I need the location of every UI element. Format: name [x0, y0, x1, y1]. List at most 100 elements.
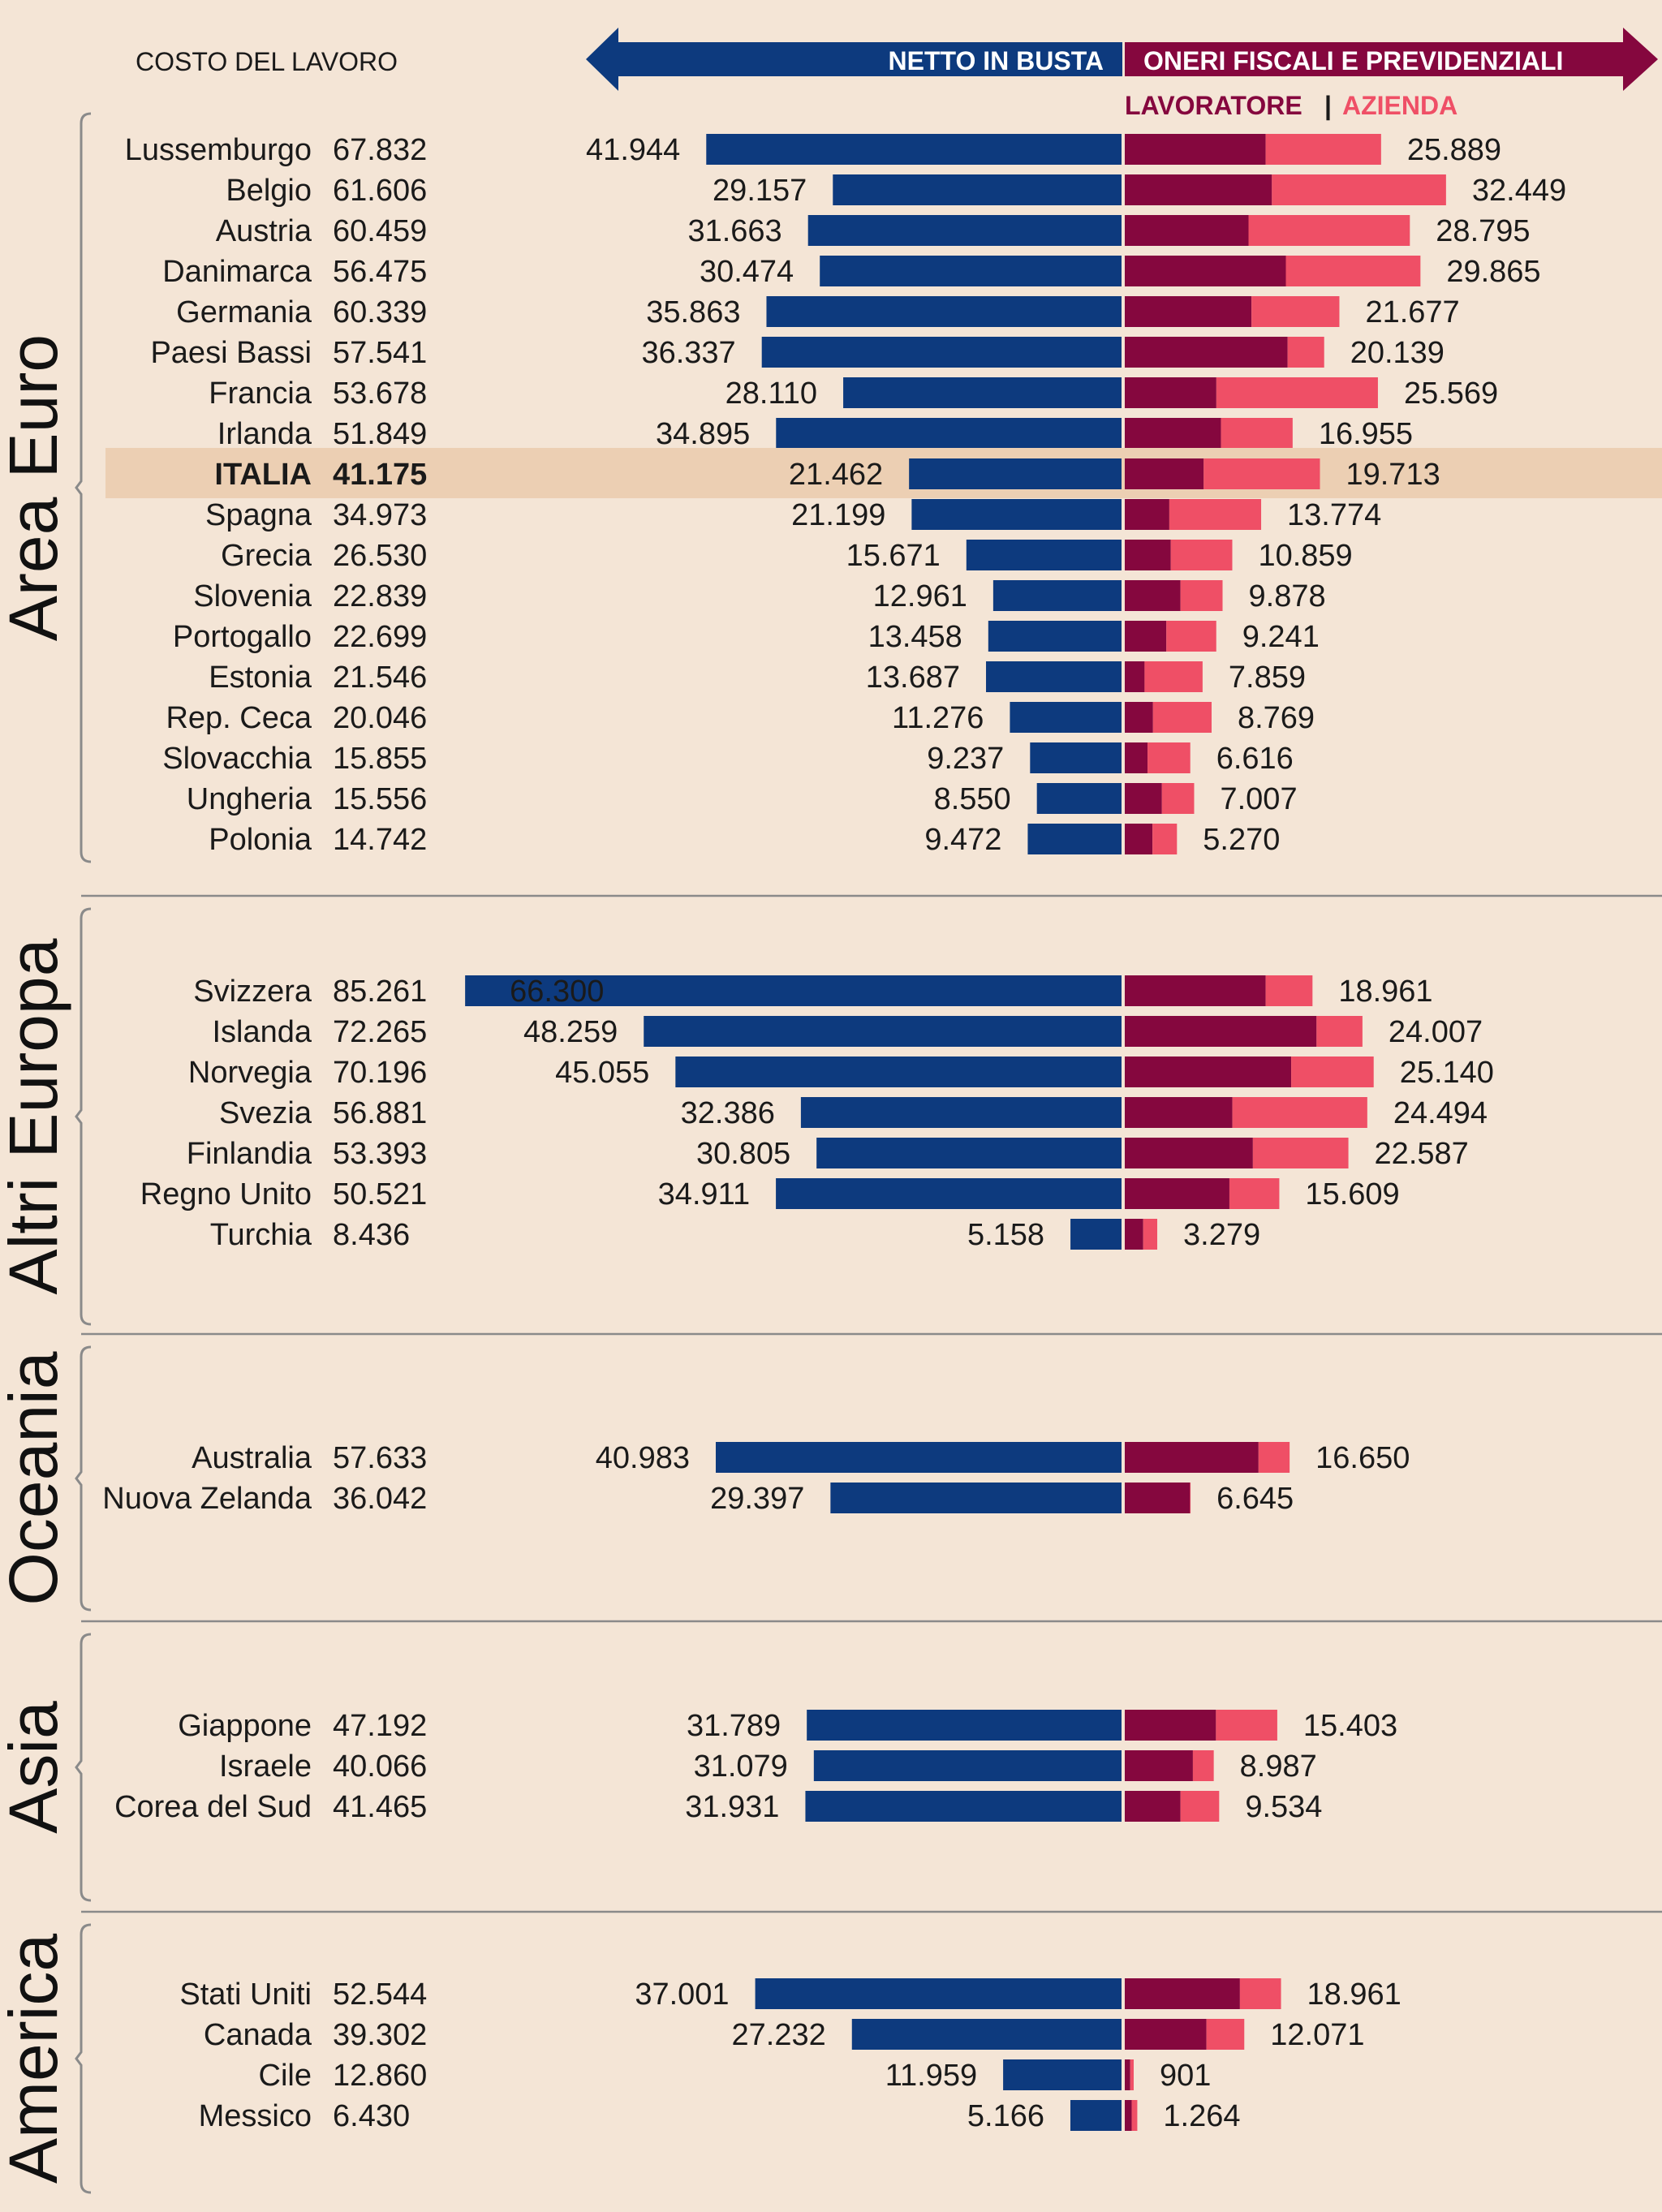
worker-bar [1125, 975, 1266, 1006]
worker-bar [1125, 418, 1221, 449]
country-label: Corea del Sud [114, 1790, 312, 1824]
net-arrow [586, 28, 1122, 91]
country-label: Irlanda [217, 417, 312, 451]
company-bar [1169, 499, 1262, 530]
country-label: Nuova Zelanda [102, 1482, 312, 1516]
net-bar [816, 1138, 1122, 1168]
net-value: 31.079 [694, 1749, 788, 1784]
country-label: Belgio [226, 174, 312, 208]
charges-value: 9.241 [1242, 620, 1320, 654]
worker-bar [1125, 256, 1286, 286]
charges-value: 18.961 [1338, 975, 1432, 1009]
company-bar [1291, 1057, 1374, 1087]
country-label: Ungheria [187, 782, 312, 816]
net-bar [807, 215, 1122, 246]
net-value: 21.199 [791, 498, 885, 532]
charges-value: 5.270 [1203, 823, 1280, 857]
region-bracket [75, 112, 92, 863]
net-value: 13.458 [868, 620, 962, 654]
net-bar [833, 174, 1122, 205]
company-bar [1252, 1138, 1349, 1168]
net-value: 5.158 [967, 1218, 1044, 1252]
net-value: 31.789 [687, 1709, 781, 1743]
net-bar [1030, 742, 1122, 773]
worker-bar [1125, 1710, 1216, 1741]
charges-value: 19.713 [1346, 458, 1440, 492]
worker-bar [1125, 1057, 1292, 1087]
cost-value: 50.521 [333, 1177, 427, 1211]
charges-value: 22.587 [1375, 1137, 1469, 1171]
charges-value: 24.007 [1389, 1015, 1483, 1049]
country-label: Austria [216, 214, 312, 248]
company-bar [1147, 742, 1191, 773]
net-value: 36.337 [641, 336, 735, 370]
cost-value: 21.546 [333, 661, 427, 695]
net-value: 34.895 [656, 417, 750, 451]
cost-value: 6.430 [333, 2099, 410, 2133]
net-value: 34.911 [658, 1177, 750, 1211]
company-bar [1192, 1750, 1214, 1781]
cost-value: 85.261 [333, 975, 427, 1009]
country-label: Israele [219, 1749, 312, 1784]
region-label: Altri Europa [0, 938, 71, 1294]
net-bar [776, 418, 1122, 449]
worker-bar [1125, 2019, 1207, 2050]
charges-header: ONERI FISCALI E PREVIDENZIALI [1143, 46, 1563, 75]
cost-value: 39.302 [333, 2018, 427, 2052]
cost-value: 22.839 [333, 579, 427, 613]
country-label: ITALIA [214, 458, 312, 492]
net-bar [755, 1978, 1122, 2009]
cost-value: 51.849 [333, 417, 427, 451]
net-bar [706, 134, 1122, 165]
net-bar [992, 580, 1122, 611]
company-bar [1206, 2019, 1245, 2050]
region-bracket [75, 907, 92, 1326]
net-bar [851, 2019, 1122, 2050]
net-bar [1070, 2100, 1122, 2131]
cost-value: 20.046 [333, 701, 427, 735]
company-bar [1216, 1710, 1277, 1741]
cost-value: 41.465 [333, 1790, 427, 1824]
net-value: 5.166 [967, 2099, 1044, 2133]
cost-header: COSTO DEL LAVORO [136, 47, 398, 76]
net-value: 29.157 [713, 174, 807, 208]
region-label: Asia [0, 1701, 71, 1834]
worker-legend: LAVORATORE [1125, 91, 1302, 120]
charges-value: 15.609 [1305, 1177, 1399, 1211]
country-label: Turchia [210, 1218, 312, 1252]
net-bar [805, 1791, 1122, 1822]
country-label: Slovacchia [162, 742, 312, 776]
worker-bar [1125, 2059, 1130, 2090]
region-label: Area Euro [0, 334, 71, 641]
net-bar [644, 1016, 1122, 1047]
worker-bar [1125, 337, 1288, 368]
country-label: Grecia [221, 539, 312, 573]
company-bar [1229, 1178, 1280, 1209]
worker-bar [1125, 783, 1162, 814]
country-label: Francia [209, 377, 312, 411]
net-bar [1027, 824, 1122, 854]
charges-value: 6.645 [1216, 1482, 1294, 1516]
country-label: Cile [259, 2059, 312, 2093]
charges-value: 25.889 [1407, 133, 1501, 167]
country-label: Germania [176, 295, 312, 329]
net-bar [675, 1057, 1122, 1087]
country-label: Danimarca [162, 255, 312, 289]
company-bar [1152, 824, 1178, 854]
worker-bar [1125, 1978, 1240, 2009]
company-bar [1221, 418, 1293, 449]
company-bar [1130, 2059, 1134, 2090]
company-bar [1258, 1442, 1290, 1473]
charges-value: 1.264 [1163, 2099, 1240, 2133]
rows: Lussemburgo 67.832 41.944 25.889 Belgio 61.60… [102, 133, 1662, 2133]
company-bar [1203, 458, 1320, 489]
net-bar [911, 499, 1122, 530]
company-bar [1316, 1016, 1363, 1047]
charges-arrow [1125, 28, 1658, 91]
company-bar [1287, 337, 1324, 368]
net-bar [1010, 702, 1122, 733]
country-label: Stati Uniti [179, 1977, 312, 2012]
worker-bar [1125, 742, 1148, 773]
worker-bar [1125, 1442, 1259, 1473]
company-bar [1265, 975, 1313, 1006]
